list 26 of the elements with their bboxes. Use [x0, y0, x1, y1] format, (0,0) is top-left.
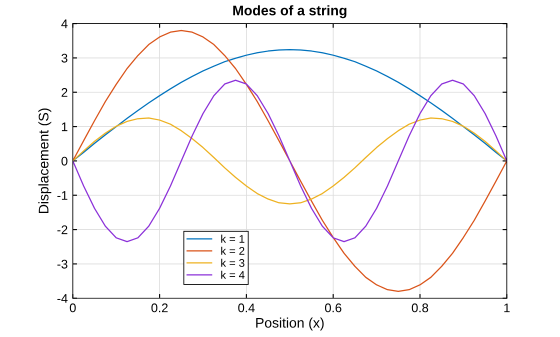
y-tick-label: -4 [57, 294, 68, 303]
legend-label: k = 2 [221, 246, 244, 255]
y-tick-label: 3 [61, 54, 68, 63]
legend-label: k = 3 [221, 258, 244, 267]
y-axis-title: Displacement (S) [38, 108, 52, 214]
legend-label: k = 1 [221, 234, 244, 243]
y-tick-label: -3 [57, 260, 68, 269]
line-series [72, 49, 507, 162]
x-tick-label: 0 [70, 303, 76, 312]
y-tick-label: 0 [61, 156, 68, 166]
x-tick-label: 0.6 [325, 303, 342, 312]
y-tick-label: -2 [57, 225, 68, 234]
x-axis-title: Position (x) [256, 318, 324, 330]
x-tick-label: 1 [504, 304, 510, 312]
line-series [72, 80, 507, 242]
legend-label: k = 4 [221, 270, 245, 279]
chart-title: Modes of a string [233, 5, 346, 18]
x-tick-label: 0.2 [151, 303, 168, 312]
x-tick-label: 0.4 [238, 303, 255, 312]
y-tick-label: -1 [57, 191, 68, 200]
y-tick-label: 1 [62, 122, 68, 132]
y-tick-label: 2 [62, 88, 68, 97]
line-series [72, 117, 507, 204]
line-series [72, 30, 507, 292]
y-tick-label: 4 [61, 20, 68, 28]
x-tick-label: 0.8 [412, 303, 428, 312]
